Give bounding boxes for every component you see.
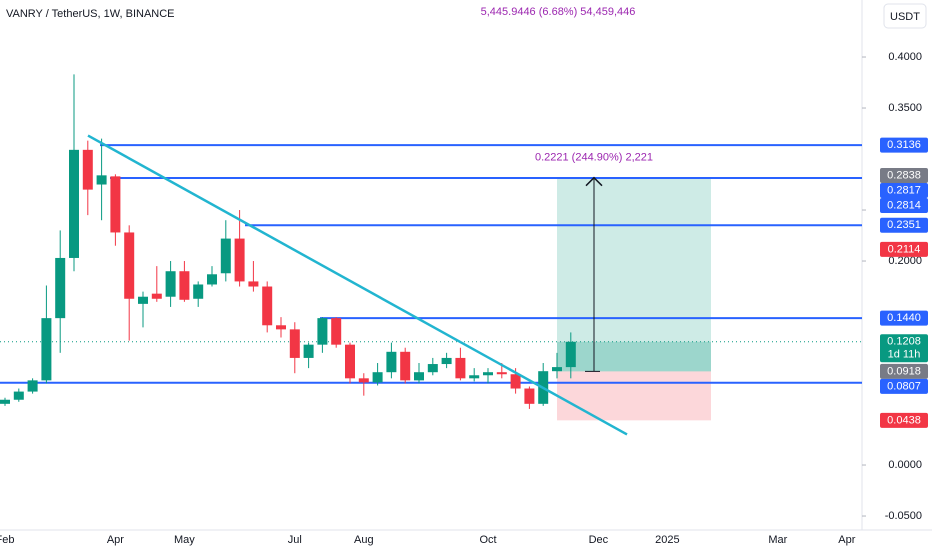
price-label: 0.2838 [887,169,921,181]
price-label: 0.2114 [888,243,921,255]
candle-body [565,341,576,368]
x-tick-label: Dec [589,534,609,546]
price-label-box [880,378,928,394]
candle-body [138,296,148,304]
price-label: 0.2817 [887,184,921,196]
y-tick-label: 0.4000 [888,51,922,63]
candle-body [262,286,273,326]
price-label-box [880,183,928,199]
candle-body [483,372,493,376]
candle-body [331,318,342,345]
candle-body [372,372,383,383]
candle-body [82,149,93,190]
price-label: 0.1440 [887,312,921,324]
y-tick-label: 0.3500 [888,102,922,114]
candle-body [0,399,10,404]
price-label-box [880,217,928,233]
candle-body [13,391,24,400]
candle-body [317,318,328,345]
price-label-box [880,241,928,257]
candle-body [455,357,466,379]
stop-zone [557,371,711,421]
candle-body [358,378,369,383]
candle-body [303,344,314,358]
candle-body [414,372,424,381]
candle-body [510,374,521,389]
countdown: 1d 11h [888,349,921,361]
chart-title: VANRY / TetherUS, 1W, BINANCE [6,8,175,20]
price-label-box [880,137,928,153]
candle-body [234,238,245,282]
candle-body [345,344,355,379]
price-label: 0.3136 [887,139,921,151]
candle-body [427,364,438,373]
x-tick-label: Jul [288,534,302,546]
price-label-box [880,168,928,184]
x-tick-label: Oct [479,534,496,546]
price-label: 0.0807 [887,380,921,392]
candle-body [27,380,38,392]
candle-body [207,274,217,285]
profit-zone [557,341,711,372]
candle-body [400,351,411,381]
candle-body [179,271,190,300]
x-tick-label: Apr [107,534,124,546]
price-label: 0.1208 [887,336,921,348]
arrow-head [585,176,603,187]
candle-body [110,176,121,233]
candle-body [276,325,286,330]
price-label-box [880,334,928,363]
candle-body [69,149,79,258]
y-tick-label: 0.2000 [888,255,922,267]
candle-body [124,232,135,299]
candle-body [248,281,259,287]
price-label: 0.0918 [887,365,921,377]
candle-body [469,375,480,379]
candle-body [151,293,162,299]
candle-body [220,238,231,274]
candle-body [552,367,562,372]
price-label: 0.0438 [887,414,921,426]
currency-button[interactable] [883,3,927,29]
candle-body [496,372,507,375]
x-tick-label: 2025 [655,534,679,546]
price-label-box [880,310,928,326]
x-tick-label: Feb [0,534,14,546]
candle-body [289,329,300,358]
x-tick-label: Apr [838,534,855,546]
y-tick-label: 0.0000 [888,459,922,471]
candle-body [41,318,52,381]
price-label: 0.2814 [887,199,921,211]
x-tick-label: Aug [354,534,374,546]
measure-label: 5,445.9446 (6.68%) 54,459,446 [481,6,636,18]
candle-body [55,257,66,319]
price-label: 0.2351 [887,219,921,231]
candle-body [386,351,397,373]
candle-body [441,357,452,365]
candle-body [96,175,107,185]
candle-body [193,284,204,299]
y-tick-label: -0.0500 [885,510,922,522]
price-label-box [880,198,928,214]
x-tick-label: May [174,534,195,546]
candle-body [165,271,176,297]
price-label-box [880,363,928,379]
target-zone [557,177,711,372]
measure-target-label: 0.2221 (244.90%) 2,221 [535,152,653,164]
price-label-box [880,412,928,428]
currency[interactable]: USDT [890,11,920,23]
trendline [87,134,628,436]
x-tick-label: Mar [768,534,787,546]
candle-body [524,388,535,404]
